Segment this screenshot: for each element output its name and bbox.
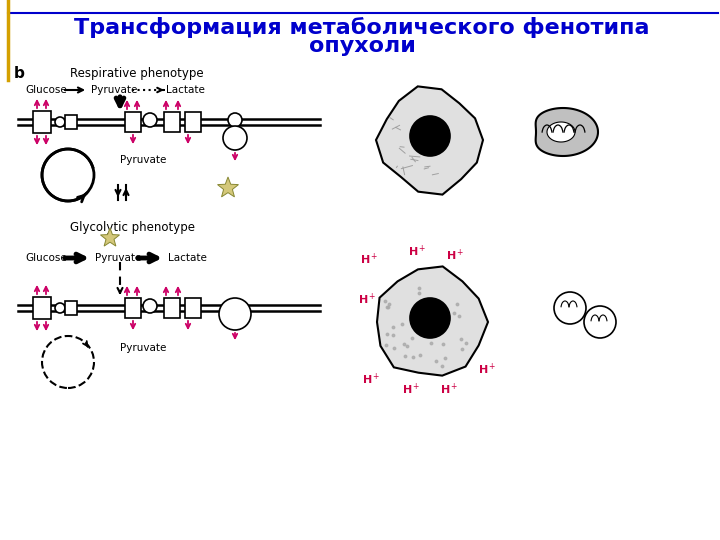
Bar bbox=[125, 112, 141, 132]
Circle shape bbox=[554, 292, 586, 324]
Text: H$^+$: H$^+$ bbox=[408, 244, 426, 259]
Bar bbox=[65, 301, 77, 315]
Circle shape bbox=[228, 113, 242, 127]
Text: Pyruvate: Pyruvate bbox=[120, 343, 166, 353]
Text: Pyruvate: Pyruvate bbox=[120, 155, 166, 165]
Text: H$^+$: H$^+$ bbox=[358, 292, 377, 307]
Polygon shape bbox=[217, 177, 238, 197]
Bar bbox=[185, 298, 201, 318]
Text: TCA: TCA bbox=[55, 170, 80, 180]
Text: Lactate: Lactate bbox=[168, 253, 207, 263]
Text: Respirative phenotype: Respirative phenotype bbox=[70, 66, 204, 79]
Circle shape bbox=[143, 299, 157, 313]
Text: H$^+$: H$^+$ bbox=[362, 372, 381, 387]
Text: b: b bbox=[14, 65, 25, 80]
Polygon shape bbox=[536, 108, 598, 156]
Text: Pyruvate: Pyruvate bbox=[91, 85, 138, 95]
Text: Glycolytic phenotype: Glycolytic phenotype bbox=[70, 220, 195, 233]
Bar bbox=[33, 111, 51, 133]
Bar bbox=[164, 298, 180, 318]
Text: Трансформация метаболического фенотипа: Трансформация метаболического фенотипа bbox=[74, 17, 649, 37]
Polygon shape bbox=[547, 122, 575, 142]
Circle shape bbox=[410, 298, 450, 338]
Text: H$^+$: H$^+$ bbox=[402, 382, 420, 397]
Circle shape bbox=[219, 298, 251, 330]
Text: Pyruvate: Pyruvate bbox=[95, 253, 141, 263]
Polygon shape bbox=[376, 86, 483, 194]
Polygon shape bbox=[377, 266, 488, 376]
Circle shape bbox=[143, 113, 157, 127]
Bar bbox=[185, 112, 201, 132]
Text: H$^+$: H$^+$ bbox=[446, 248, 464, 263]
Bar bbox=[164, 112, 180, 132]
Text: Lactate: Lactate bbox=[166, 85, 205, 95]
Circle shape bbox=[584, 306, 616, 338]
Circle shape bbox=[223, 126, 247, 150]
Circle shape bbox=[42, 149, 94, 201]
Circle shape bbox=[55, 303, 65, 313]
Bar bbox=[125, 298, 141, 318]
Circle shape bbox=[55, 117, 65, 127]
Text: Glucose: Glucose bbox=[25, 253, 67, 263]
Text: опухоли: опухоли bbox=[309, 36, 415, 56]
Text: H$^+$: H$^+$ bbox=[478, 362, 497, 377]
Text: Glucose: Glucose bbox=[25, 85, 67, 95]
Text: H$^+$: H$^+$ bbox=[360, 252, 379, 267]
Circle shape bbox=[42, 336, 94, 388]
Circle shape bbox=[410, 116, 450, 156]
Bar bbox=[33, 297, 51, 319]
Text: H$^+$: H$^+$ bbox=[440, 382, 459, 397]
Polygon shape bbox=[101, 228, 120, 246]
Bar bbox=[65, 115, 77, 129]
Text: TCA: TCA bbox=[55, 357, 80, 367]
